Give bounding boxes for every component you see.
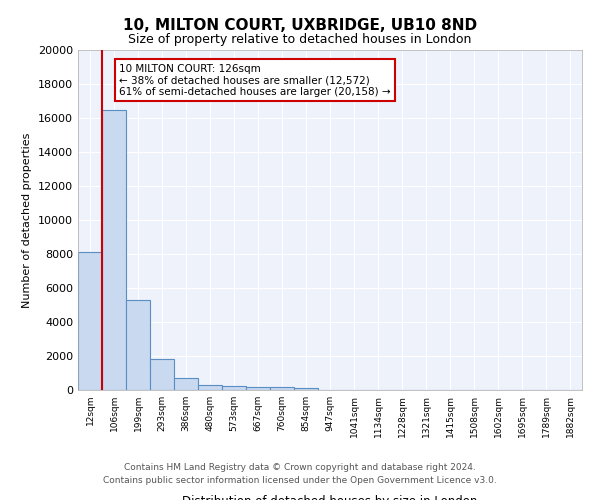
Bar	[270, 387, 294, 390]
Text: Contains HM Land Registry data © Crown copyright and database right 2024.: Contains HM Land Registry data © Crown c…	[124, 464, 476, 472]
Bar	[246, 387, 270, 390]
X-axis label: Distribution of detached houses by size in London: Distribution of detached houses by size …	[182, 496, 478, 500]
Bar	[294, 388, 318, 390]
Y-axis label: Number of detached properties: Number of detached properties	[22, 132, 32, 308]
Bar	[102, 110, 126, 390]
Bar	[198, 385, 222, 390]
Text: 10 MILTON COURT: 126sqm
← 38% of detached houses are smaller (12,572)
61% of sem: 10 MILTON COURT: 126sqm ← 38% of detache…	[119, 64, 391, 97]
Bar	[174, 378, 198, 390]
Bar	[126, 300, 150, 390]
Text: Size of property relative to detached houses in London: Size of property relative to detached ho…	[128, 32, 472, 46]
Text: Contains public sector information licensed under the Open Government Licence v3: Contains public sector information licen…	[103, 476, 497, 485]
Text: 10, MILTON COURT, UXBRIDGE, UB10 8ND: 10, MILTON COURT, UXBRIDGE, UB10 8ND	[123, 18, 477, 32]
Bar	[78, 252, 102, 390]
Bar	[222, 386, 246, 390]
Bar	[150, 358, 174, 390]
